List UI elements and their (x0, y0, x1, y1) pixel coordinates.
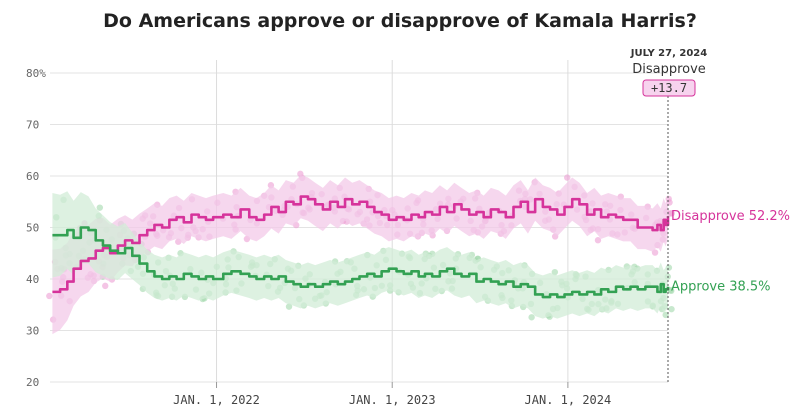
trend-lines (52, 195, 670, 299)
disapprove-poll-dot (46, 292, 53, 300)
approve-end-label: Approve 38.5% (671, 280, 771, 295)
disapprove-poll-dot (651, 249, 659, 256)
disapprove-poll-dot (564, 174, 571, 181)
y-tick-label: 60 (26, 170, 39, 183)
approve-poll-dot (668, 305, 675, 313)
y-tick-label: 40 (26, 273, 39, 286)
callout-spread-value: +13.7 (651, 81, 687, 95)
approve-poll-dot (551, 268, 559, 276)
axes: 20 30 40 50 60 70 80% JAN. 1, 2022 JAN. 1, 2023 J… (26, 67, 611, 407)
approve-poll-dot (528, 314, 535, 321)
callout-date-label: JULY 27, 2024 (630, 48, 707, 59)
disapprove-poll-dot (668, 210, 675, 217)
x-tick-label: JAN. 1, 2024 (525, 393, 612, 407)
x-tick-label: JAN. 1, 2023 (349, 393, 436, 407)
approve-poll-dot (662, 311, 669, 319)
disapprove-poll-dot (102, 282, 109, 290)
callout-spread-badge (642, 79, 696, 97)
chart-title: Do Americans approve or disapprove of Ka… (103, 10, 697, 32)
y-tick-label: 20 (26, 376, 39, 389)
end-labels: Disapprove 52.2% Approve 38.5% (671, 209, 790, 295)
approve-trend-line (52, 226, 670, 299)
x-tick-label: JAN. 1, 2022 (173, 393, 260, 407)
disapprove-poll-dot (594, 237, 602, 244)
disapprove-end-label: Disapprove 52.2% (671, 209, 790, 224)
date-callout: JULY 27, 2024 Disapprove +13.7 (630, 48, 707, 382)
y-tick-label: 50 (26, 222, 39, 235)
approve-poll-dot (96, 204, 104, 211)
disapprove-trend-line (52, 195, 670, 294)
approve-poll-dot (285, 303, 293, 310)
y-tick-label: 30 (26, 325, 39, 338)
approve-poll-dot (668, 287, 675, 295)
y-tick-label: 80% (26, 67, 46, 80)
y-tick-label: 70 (26, 119, 39, 132)
callout-series-label: Disapprove (632, 62, 706, 77)
